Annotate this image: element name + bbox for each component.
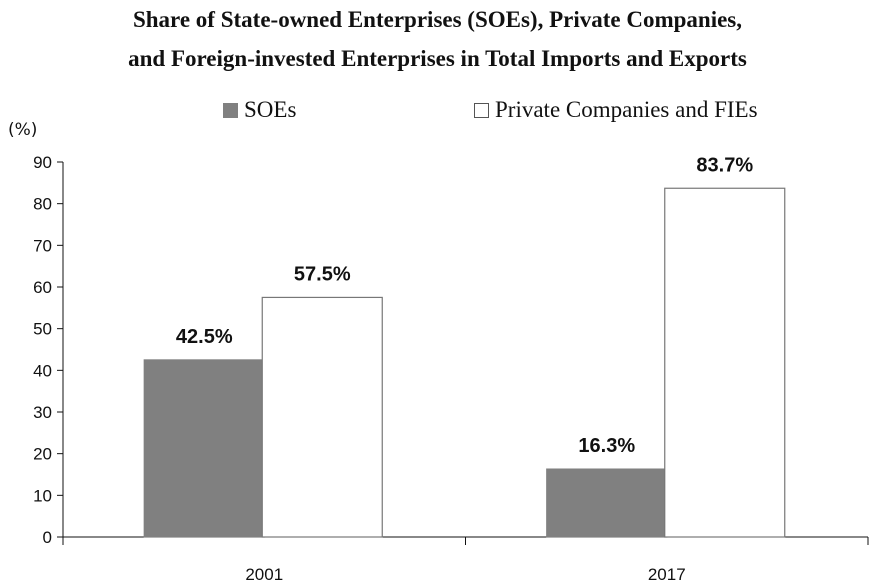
legend-swatch-soes — [223, 102, 238, 118]
y-tick-label: 60 — [33, 278, 52, 297]
legend-label-soes: SOEs — [244, 97, 297, 122]
legend-swatch-private-fies — [474, 102, 489, 118]
chart-title: Share of State-owned Enterprises (SOEs),… — [132, 7, 743, 32]
y-tick-label: 30 — [33, 403, 52, 422]
bar-private-fies — [261, 296, 383, 538]
y-tick-label: 0 — [43, 528, 52, 547]
y-tick-label: 20 — [33, 445, 52, 464]
legend-item-soes: SOEs — [223, 97, 296, 123]
y-tick-label: 10 — [33, 486, 52, 505]
data-label: 42.5% — [176, 326, 233, 348]
chart-subtitle: and Foreign-invested Enterprises in Tota… — [128, 46, 747, 71]
y-tick-label: 80 — [33, 195, 52, 214]
x-tick-label: 2001 — [245, 565, 283, 582]
y-tick-label: 70 — [33, 236, 52, 255]
legend-item-private-fies: Private Companies and FIEs — [474, 97, 758, 123]
data-label: 57.5% — [294, 263, 351, 285]
y-axis-unit-label: (%) — [8, 120, 38, 140]
y-tick-label: 40 — [33, 361, 52, 380]
data-label: 83.7% — [696, 154, 753, 176]
y-tick-label: 50 — [33, 320, 52, 339]
bar-soes — [546, 468, 668, 538]
bar-soes — [143, 359, 265, 538]
legend-label-private-fies: Private Companies and FIEs — [495, 97, 758, 122]
data-label: 16.3% — [578, 435, 635, 457]
y-tick-label: 90 — [33, 153, 52, 172]
x-tick-label: 2017 — [648, 565, 686, 582]
bar-private-fies — [664, 187, 786, 538]
